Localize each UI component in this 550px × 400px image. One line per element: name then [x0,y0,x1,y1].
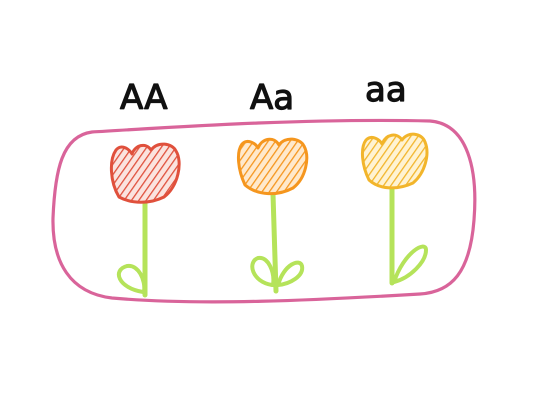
genotype-label-aa: aa [365,70,407,110]
tulip-head-aa [360,132,429,190]
genotype-label-Aa: Aa [250,78,294,118]
flower-AA [110,142,181,298]
flower-aa [360,132,429,286]
leaf-Aa-right [276,260,305,287]
leaf-Aa-left [250,255,276,287]
genotype-label-AA: AA [120,78,167,118]
population-enclosure [51,118,477,304]
leaf-aa [392,244,429,284]
tulip-head-AA [110,142,181,204]
flower-Aa [236,137,309,294]
leaf-AA [116,263,147,294]
stem-Aa [270,191,279,294]
tulip-head-Aa [236,137,309,196]
